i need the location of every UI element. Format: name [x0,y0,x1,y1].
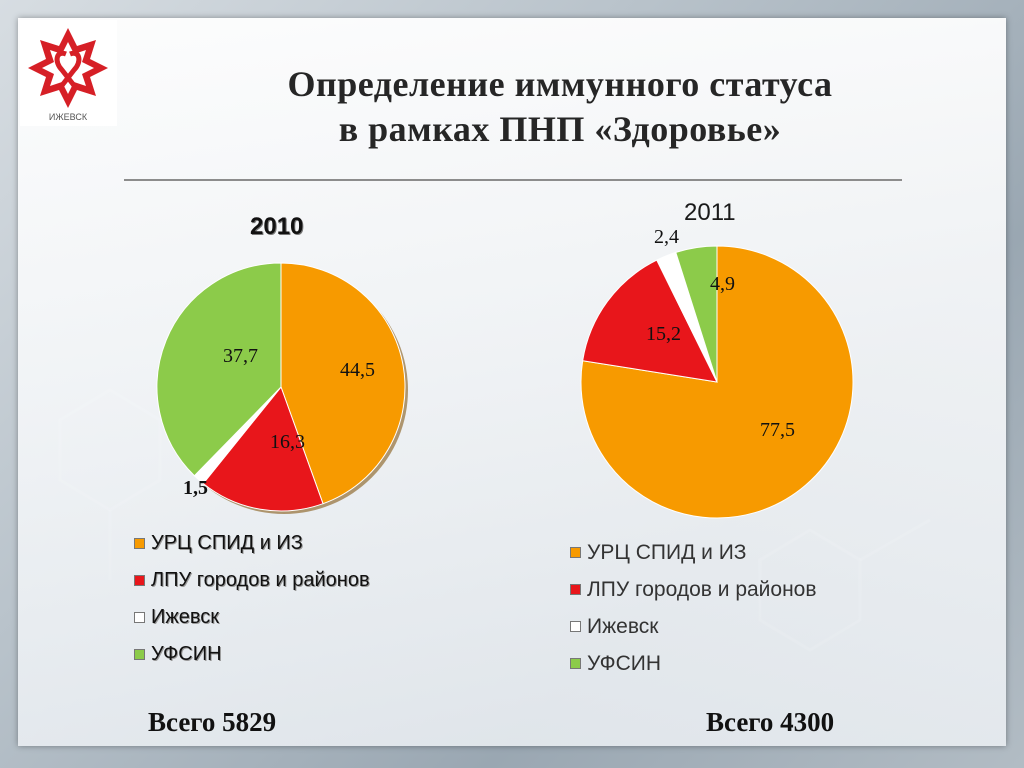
data-label: 2,4 [654,226,679,248]
pie-slice [156,262,282,477]
total-2011: Всего 4300 [706,707,835,737]
legend-swatch-green [570,658,581,669]
legend-swatch-red [134,575,145,586]
pie-slice [580,245,854,519]
chart-2011-title: 2011 [684,199,736,226]
slide-title: Определение иммунного статуса в рамках П… [140,62,980,152]
legend-item: УРЦ СПИД и ИЗ [570,534,817,571]
pie-slice [280,262,406,505]
total-2010: Всего 5829 [148,707,277,737]
data-label: 37,7 [223,345,258,367]
legend-swatch-red [570,584,581,595]
legend-item: Ижевск [134,599,370,636]
aids-center-logo: ИЖЕВСК [20,20,117,126]
legend-item: ЛПУ городов и районов [134,562,370,599]
legend-label: УФСИН [151,643,222,665]
legend-label: ЛПУ городов и районов [151,569,370,591]
legend-label: УФСИН [587,651,662,675]
legend-item: УФСИН [570,645,817,682]
data-label: 1,5 [183,477,208,499]
legend-2011: УРЦ СПИД и ИЗ ЛПУ городов и районов Ижев… [570,534,817,682]
data-label: 44,5 [340,359,375,381]
legend-swatch-orange [570,547,581,558]
title-divider [124,179,902,181]
legend-label: Ижевск [151,606,220,628]
data-label: 15,2 [646,323,681,345]
legend-label: ЛПУ городов и районов [587,577,817,601]
legend-item: УРЦ СПИД и ИЗ [134,525,370,562]
legend-2010: УРЦ СПИД и ИЗ ЛПУ городов и районов Ижев… [134,525,370,673]
pie-slice [675,245,718,383]
data-label: 77,5 [760,419,795,441]
legend-item: ЛПУ городов и районов [570,571,817,608]
legend-item: УФСИН [134,636,370,673]
data-label: 4,9 [710,273,735,295]
legend-swatch-orange [134,538,145,549]
svg-text:ИЖЕВСК: ИЖЕВСК [49,112,88,122]
pie-2010: 44,5 16,3 1,5 37,7 [156,262,408,514]
chart-2010-title: 2010 [250,213,304,240]
data-label: 16,3 [270,431,305,453]
title-line-2: в рамках ПНП «Здоровье» [338,109,782,149]
pie-slice [582,259,718,383]
legend-label: УРЦ СПИД и ИЗ [151,532,303,554]
legend-swatch-white [570,621,581,632]
pie-2011: 77,5 15,2 2,4 4,9 [580,226,854,519]
legend-label: УРЦ СПИД и ИЗ [587,540,747,564]
legend-swatch-green [134,649,145,660]
title-line-1: Определение иммунного статуса [287,64,833,104]
legend-label: Ижевск [587,614,659,638]
pie-slice [202,385,324,512]
legend-swatch-white [134,612,145,623]
legend-item: Ижевск [570,608,817,645]
